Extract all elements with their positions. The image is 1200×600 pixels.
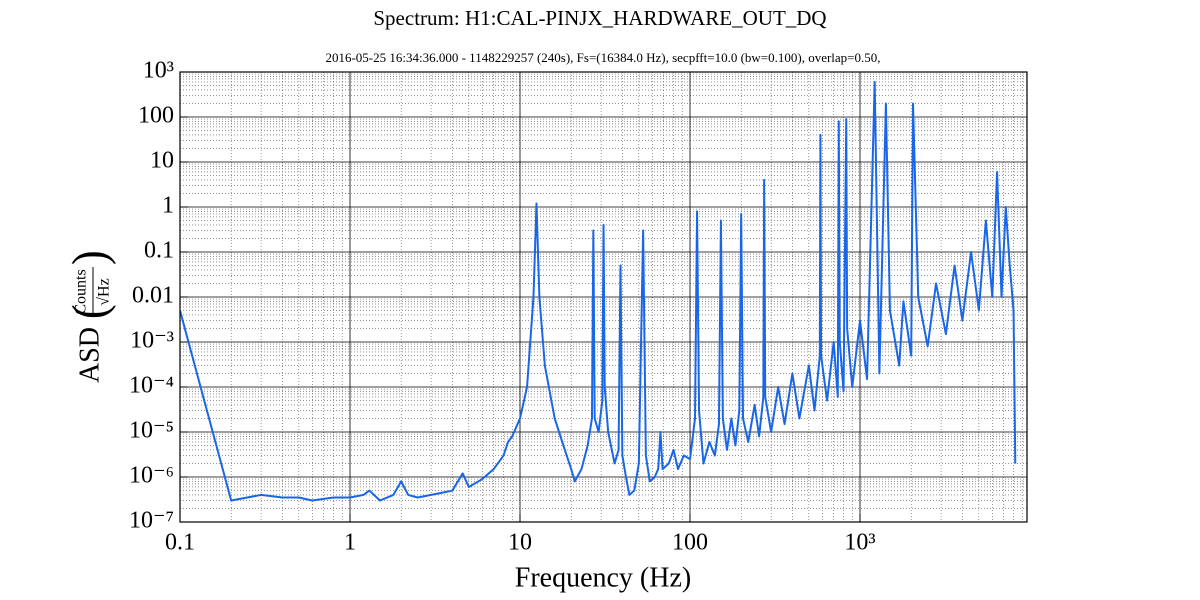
x-tick-label: 10 xyxy=(508,530,532,556)
x-tick-label: 10³ xyxy=(844,530,875,556)
x-axis-label: Frequency (Hz) xyxy=(515,562,691,593)
y-tick-label: 10⁻⁵ xyxy=(129,418,174,444)
chart-subtitle: 2016-05-25 16:34:36.000 - 1148229257 (24… xyxy=(325,50,880,65)
paren-left: ( xyxy=(63,304,116,319)
y-axis-label: ASD xyxy=(74,327,105,383)
paren-right: ) xyxy=(63,250,116,265)
y-axis-label-group: ASD ( Counts √Hz ) xyxy=(63,250,116,383)
series-line xyxy=(180,80,1017,502)
chart-title: Spectrum: H1:CAL-PINJX_HARDWARE_OUT_DQ xyxy=(373,6,826,30)
x-tick-label: 100 xyxy=(672,530,708,556)
y-tick-label: 0.1 xyxy=(144,238,174,264)
y-tick-label: 10⁻⁴ xyxy=(129,373,174,399)
y-tick-label: 10⁻⁷ xyxy=(129,508,174,534)
x-tick-label: 0.1 xyxy=(165,530,195,556)
y-tick-label: 10 xyxy=(150,148,174,174)
y-unit-denominator: √Hz xyxy=(96,278,113,305)
y-tick-label: 10³ xyxy=(143,58,174,84)
y-tick-label: 10⁻⁶ xyxy=(129,463,174,489)
y-tick-label: 0.01 xyxy=(132,283,174,309)
plot-frame xyxy=(179,71,1028,523)
y-tick-label: 100 xyxy=(138,103,174,129)
x-tick-label: 1 xyxy=(344,530,356,556)
y-tick-label: 1 xyxy=(162,193,174,219)
y-tick-label: 10⁻³ xyxy=(130,328,174,354)
y-unit-numerator: Counts xyxy=(73,269,90,314)
